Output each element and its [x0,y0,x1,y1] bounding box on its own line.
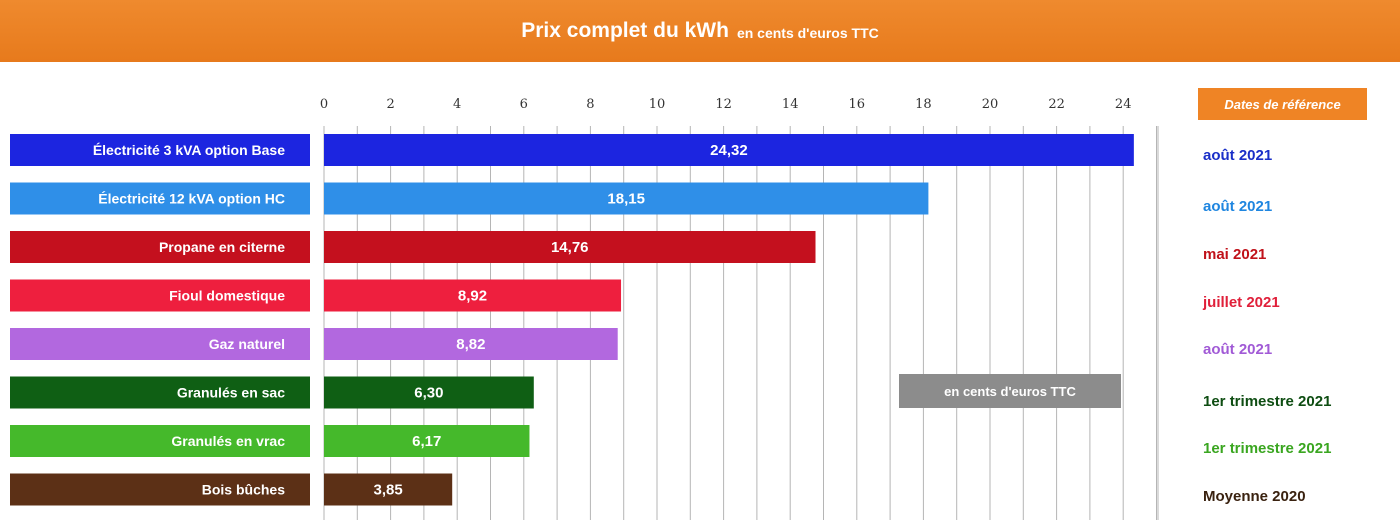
category-label: Propane en citerne [159,239,285,255]
x-tick-label: 22 [1048,97,1065,112]
category-labels: Électricité 3 kVA option Base Électricité… [10,134,310,506]
chart-title: Prix complet du kWh [521,19,729,42]
category-label-box [10,134,310,166]
reference-date: août 2021 [1203,147,1273,164]
reference-date: Moyenne 2020 [1203,488,1306,505]
data-label: 18,15 [607,191,645,208]
x-tick-label: 4 [453,97,461,112]
reference-date: 1er trimestre 2021 [1203,393,1332,410]
bar [324,182,929,215]
x-tick-label: 12 [715,97,732,112]
data-label: 8,82 [456,336,485,353]
x-tick-label: 6 [520,97,528,112]
x-tick-label: 0 [320,97,328,112]
reference-date: 1er trimestre 2021 [1203,440,1332,457]
data-label: 6,30 [414,385,443,402]
x-axis-ticks: 0 2 4 6 8 10 12 14 16 18 20 22 24 [320,97,1132,112]
units-note: en cents d'euros TTC [944,384,1076,399]
units-note-background [899,374,1121,408]
bar [324,134,1134,166]
reference-date: août 2021 [1203,341,1273,358]
x-tick-label: 20 [982,97,999,112]
x-tick-label: 18 [915,97,932,112]
category-label: Électricité 3 kVA option Base [93,142,285,158]
data-label: 6,17 [412,433,441,450]
category-label: Bois bûches [202,482,285,498]
units-note-box: en cents d'euros TTC [899,374,1121,408]
reference-date: mai 2021 [1203,246,1267,263]
bar [324,279,622,312]
category-label-box [10,279,310,312]
category-label-box [10,328,310,360]
data-label: 14,76 [551,239,589,256]
bar [324,376,534,409]
bars [324,134,1134,506]
x-tick-label: 16 [849,97,866,112]
x-tick-label: 8 [586,97,594,112]
category-label-box [10,473,310,506]
bar [324,425,530,457]
reference-date: août 2021 [1203,198,1273,215]
category-label-box [10,231,310,263]
title-banner: Prix complet du kWh en cents d'euros TTC [0,0,1400,62]
bar [324,328,618,360]
data-label: 3,85 [374,482,403,499]
category-label: Granulés en vrac [171,433,285,449]
category-label: Gaz naturel [209,336,285,352]
reference-dates-header: Dates de référence [1198,88,1367,120]
x-tick-label: 14 [782,97,799,112]
category-label: Granulés en sac [177,385,285,401]
bar [324,231,816,263]
category-label: Électricité 12 kVA option HC [98,191,285,207]
bar [324,473,453,506]
x-tick-label: 2 [386,97,394,112]
data-label: 8,92 [458,288,487,305]
chart-subtitle: en cents d'euros TTC [736,25,879,41]
reference-date: juillet 2021 [1203,294,1280,311]
data-label: 24,32 [710,142,748,159]
category-label: Fioul domestique [169,288,285,304]
category-label-box [10,182,310,215]
x-tick-label: 24 [1115,97,1132,112]
category-label-box [10,376,310,409]
category-label-box [10,425,310,457]
x-tick-label: 10 [649,97,666,112]
value-labels: 24,32 18,15 14,76 8,92 8,82 6,30 6,17 3,85 [374,142,748,499]
